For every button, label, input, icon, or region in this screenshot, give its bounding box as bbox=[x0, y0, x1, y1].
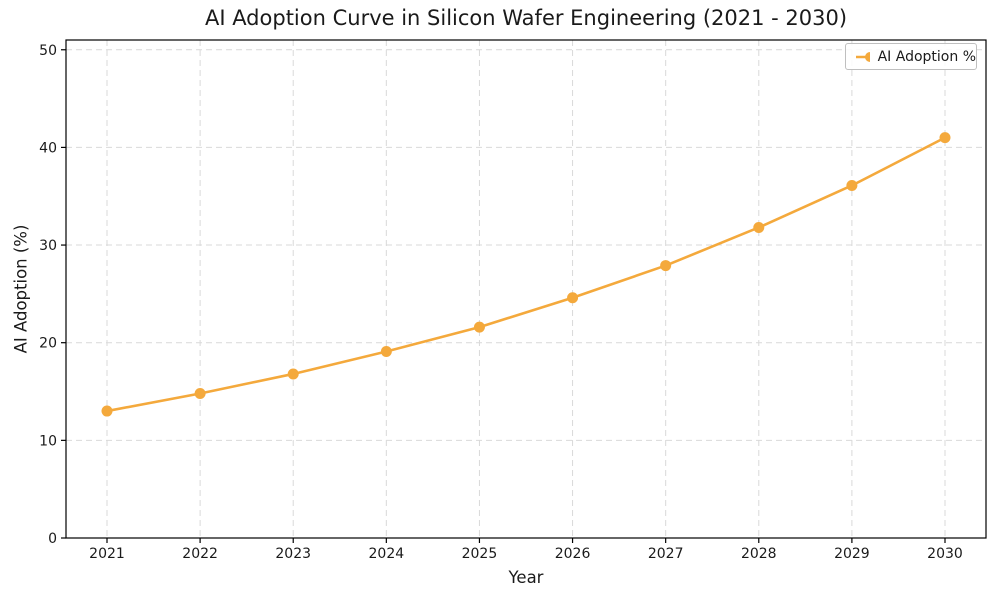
x-tick-label-2021: 2021 bbox=[89, 546, 125, 562]
y-tick-label-40: 40 bbox=[39, 140, 57, 156]
x-tick-label-2026: 2026 bbox=[555, 546, 591, 562]
data-point-2029 bbox=[846, 179, 858, 191]
data-point-2021 bbox=[101, 405, 113, 417]
data-point-2026 bbox=[567, 292, 579, 304]
x-tick-label-2022: 2022 bbox=[182, 546, 218, 562]
data-point-2022 bbox=[194, 387, 206, 399]
x-tick-label-2023: 2023 bbox=[275, 546, 311, 562]
data-point-2024 bbox=[380, 345, 392, 357]
legend-entry-label: AI Adoption % bbox=[877, 48, 976, 65]
x-tick-label-2030: 2030 bbox=[927, 546, 963, 562]
series-line-ai-adoption-% bbox=[105, 136, 947, 413]
data-point-2025 bbox=[473, 321, 485, 333]
x-tick-label-2025: 2025 bbox=[462, 546, 498, 562]
y-tick-label-20: 20 bbox=[39, 336, 57, 352]
data-point-2023 bbox=[287, 368, 299, 380]
y-axis-label: AI Adoption (%) bbox=[11, 224, 31, 354]
x-tick-label-2029: 2029 bbox=[834, 546, 870, 562]
legend-line-marker-icon bbox=[856, 51, 870, 62]
y-tick-label-30: 30 bbox=[39, 238, 57, 254]
y-tick-label-0: 0 bbox=[48, 531, 57, 547]
y-tick-label-50: 50 bbox=[39, 43, 57, 59]
x-tick-label-2024: 2024 bbox=[369, 546, 405, 562]
x-tick-label-2027: 2027 bbox=[648, 546, 684, 562]
axes-box bbox=[65, 39, 987, 539]
y-tick-label-10: 10 bbox=[39, 433, 57, 449]
data-point-2030 bbox=[939, 132, 951, 144]
x-axis-label: Year bbox=[508, 568, 544, 587]
chart-title: AI Adoption Curve in Silicon Wafer Engin… bbox=[204, 6, 848, 30]
data-point-2027 bbox=[660, 260, 672, 272]
x-tick-label-2028: 2028 bbox=[741, 546, 777, 562]
legend: AI Adoption % bbox=[845, 43, 977, 70]
data-point-2028 bbox=[753, 221, 765, 233]
